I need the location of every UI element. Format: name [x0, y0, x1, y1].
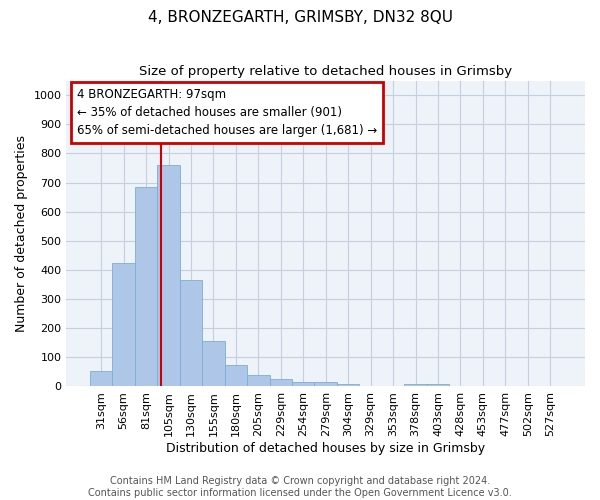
Bar	[112, 262, 135, 386]
Bar	[292, 382, 314, 386]
Bar	[180, 280, 202, 386]
Bar	[157, 165, 180, 386]
Bar	[427, 384, 449, 386]
Bar	[247, 376, 269, 386]
X-axis label: Distribution of detached houses by size in Grimsby: Distribution of detached houses by size …	[166, 442, 485, 455]
Bar	[269, 379, 292, 386]
Bar	[314, 382, 337, 386]
Bar	[337, 384, 359, 386]
Bar	[202, 342, 224, 386]
Title: Size of property relative to detached houses in Grimsby: Size of property relative to detached ho…	[139, 65, 512, 78]
Text: Contains HM Land Registry data © Crown copyright and database right 2024.
Contai: Contains HM Land Registry data © Crown c…	[88, 476, 512, 498]
Bar	[90, 372, 112, 386]
Text: 4, BRONZEGARTH, GRIMSBY, DN32 8QU: 4, BRONZEGARTH, GRIMSBY, DN32 8QU	[148, 10, 452, 25]
Bar	[224, 364, 247, 386]
Y-axis label: Number of detached properties: Number of detached properties	[15, 135, 28, 332]
Text: 4 BRONZEGARTH: 97sqm
← 35% of detached houses are smaller (901)
65% of semi-deta: 4 BRONZEGARTH: 97sqm ← 35% of detached h…	[77, 88, 377, 137]
Bar	[404, 384, 427, 386]
Bar	[135, 187, 157, 386]
